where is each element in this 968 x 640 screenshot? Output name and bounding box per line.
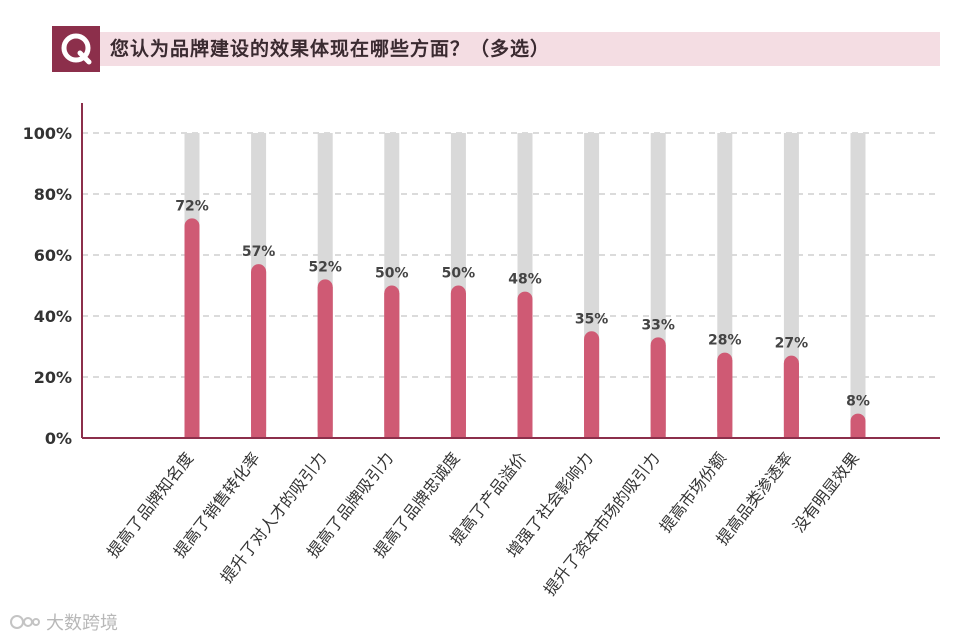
question-title: 您认为品牌建设的效果体现在哪些方面？（多选） bbox=[110, 38, 551, 60]
data-label: 48% bbox=[508, 272, 542, 288]
y-tick-label: 40% bbox=[34, 307, 72, 326]
x-tick-label: 没有明显效果 bbox=[789, 449, 863, 536]
bar-base bbox=[650, 344, 666, 438]
data-label: 27% bbox=[775, 336, 809, 352]
watermark: 大数跨境 bbox=[8, 610, 118, 634]
data-label: 8% bbox=[846, 394, 870, 410]
bar-base bbox=[517, 299, 533, 438]
bar-base bbox=[317, 286, 333, 438]
bar-track bbox=[850, 133, 866, 438]
watermark-text: 大数跨境 bbox=[46, 613, 118, 634]
bar-base bbox=[717, 360, 733, 438]
q-icon bbox=[61, 33, 92, 65]
bar-base bbox=[450, 293, 466, 438]
y-tick-label: 60% bbox=[34, 246, 72, 265]
data-label: 57% bbox=[242, 244, 276, 260]
data-label: 52% bbox=[308, 259, 342, 275]
question-badge bbox=[52, 26, 100, 72]
watermark-logo-icon bbox=[10, 615, 40, 629]
data-label: 28% bbox=[708, 333, 742, 349]
data-label: 50% bbox=[442, 266, 476, 282]
bar-base bbox=[584, 338, 600, 438]
bar-base bbox=[850, 421, 866, 438]
x-tick-label: 提高市场份额 bbox=[656, 449, 730, 536]
data-label: 35% bbox=[575, 311, 609, 327]
question-banner bbox=[52, 32, 940, 66]
bar-base bbox=[184, 225, 200, 438]
data-label: 72% bbox=[175, 198, 209, 214]
bar-base bbox=[783, 363, 799, 438]
x-tick-label: 提升了资本市场的吸引力 bbox=[540, 449, 663, 599]
y-tick-label: 20% bbox=[34, 368, 72, 387]
data-label: 33% bbox=[641, 317, 675, 333]
bar-base bbox=[384, 293, 400, 438]
y-tick-label: 80% bbox=[34, 185, 72, 204]
data-label: 50% bbox=[375, 266, 409, 282]
bar-base bbox=[251, 271, 267, 438]
y-tick-label: 0% bbox=[45, 429, 72, 448]
y-tick-label: 100% bbox=[23, 124, 72, 143]
